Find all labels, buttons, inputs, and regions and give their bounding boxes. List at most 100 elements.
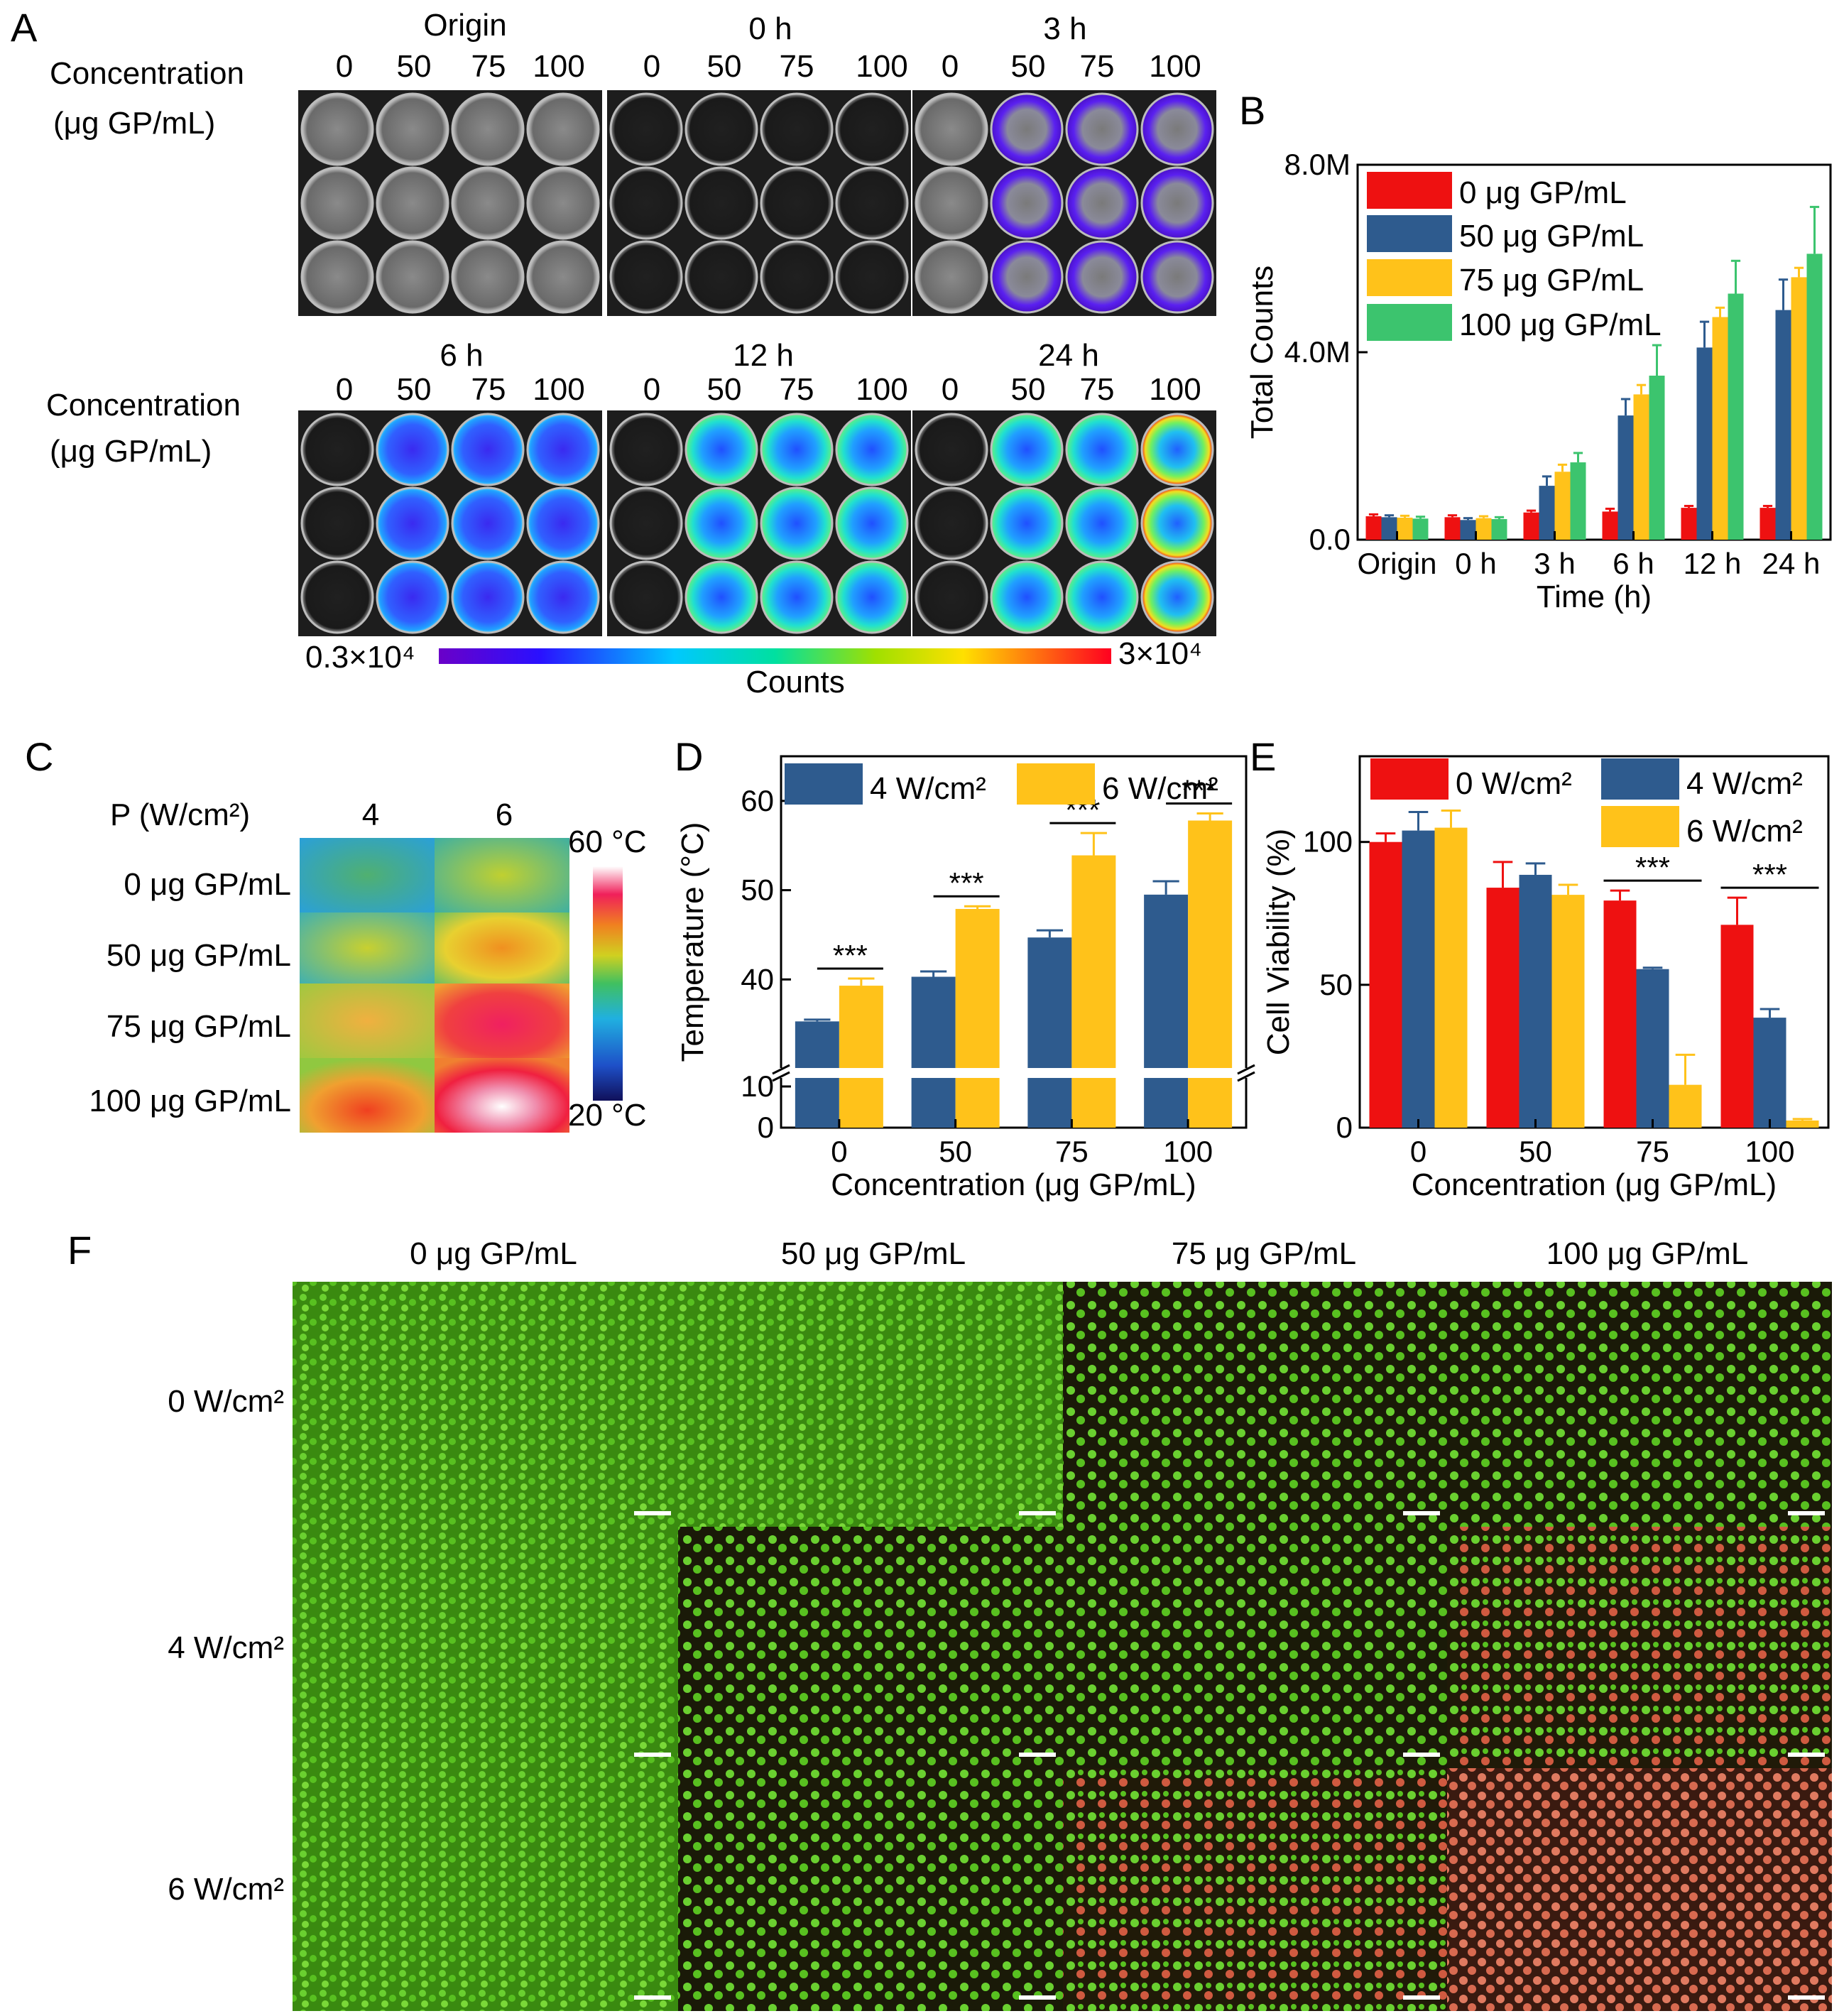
concentration-label: 75 [780,372,814,407]
well [526,92,600,166]
fluorescence-image [293,1282,678,1527]
well [1140,560,1214,634]
well [990,486,1064,560]
axis-break-mark [1237,1064,1255,1075]
well [609,240,683,314]
well [1140,486,1214,560]
x-tick-label: 100 [1163,1135,1213,1168]
bar [839,986,883,1128]
thermal-image [435,1058,569,1133]
concentration-label: 100 [856,372,907,407]
bar [1712,317,1728,540]
well [609,166,683,240]
bar [1728,293,1744,540]
legend-label: 6 W/cm² [1102,771,1218,806]
bar [1434,827,1468,1128]
well [376,486,449,560]
y-tick-label: 60 [741,784,774,817]
fluorescence-image [1447,1527,1832,1768]
scale-bar [1019,1995,1056,2000]
bar [1720,925,1754,1128]
y-tick-label: 40 [741,962,774,996]
well [451,560,525,634]
significance-marker: *** [1752,858,1787,891]
concentration-label: 50 [1011,372,1046,407]
well [1065,92,1139,166]
fluorescence-image [293,1768,678,2011]
thermal-image [300,838,435,912]
panel-c-power-4: 4 [362,797,379,832]
fluorescence-image [1063,1282,1447,1527]
bar [1551,895,1585,1128]
concentration-label: 0 [942,49,959,84]
panel-f-row-label: 0 W/cm² [168,1384,284,1419]
well [1065,486,1139,560]
y-tick-label: 4.0M [1284,335,1351,369]
significance-marker: *** [1635,851,1670,884]
well [300,166,374,240]
well [760,166,834,240]
panel-c-power-header: P (W/cm²) [110,797,250,832]
legend-label: 0 μg GP/mL [1459,175,1627,210]
concentration-label: 100 [1149,49,1201,84]
y-tick-label: 0 [1336,1111,1353,1144]
scale-bar [1019,1753,1056,1757]
bar [1786,1120,1819,1128]
axis-break-mark [1237,1071,1255,1082]
y-tick-label: 50 [741,873,774,907]
well [1140,240,1214,314]
well [451,166,525,240]
plate-time-label: Origin [423,8,506,43]
colorbar-min-label: 0.3×10⁴ [305,640,415,675]
colorbar-title: Counts [746,665,844,699]
x-tick-label: 3 h [1534,547,1575,580]
well [915,166,988,240]
concentration-label: 75 [780,49,814,84]
plot-frame [780,755,1248,1129]
well [300,486,374,560]
well [451,92,525,166]
well-plate-images [298,90,1216,636]
legend-swatch [1367,304,1452,341]
legend-swatch [1367,172,1452,209]
thermal-image [435,984,569,1058]
bar [1539,486,1555,540]
legend-label: 6 W/cm² [1686,814,1803,849]
panel-c-row-label: 100 μg GP/mL [89,1084,291,1118]
well [376,166,449,240]
bar [1775,310,1791,540]
well [760,560,834,634]
bar [1603,900,1637,1128]
x-axis-label: Concentration (μg GP/mL) [831,1167,1196,1202]
bar [1696,347,1713,540]
fluorescence-image [1063,1768,1447,2011]
legend-swatch [1370,758,1449,800]
y-tick-label: 100 [1303,825,1353,859]
panel-a-row-label-line1-bottom: Concentration [46,388,241,423]
well [609,560,683,634]
bar [1681,508,1697,540]
well [915,413,988,486]
bar [1669,1084,1702,1128]
well [684,166,758,240]
panel-d: D 0104050600***50***75***100***Concentra… [675,734,1255,1202]
legend-swatch [1367,215,1452,252]
legend-label: 4 W/cm² [870,771,986,806]
concentration-label: 0 [643,49,660,84]
bar [1486,888,1520,1128]
chart-b-total-counts: 0.0 4.0M 8.0M Origin 0 h 3 h 6 h 12 h 24 h Time (… [1245,148,1832,614]
well [990,166,1064,240]
concentration-label: 0 [942,372,959,407]
well [760,413,834,486]
panel-c-power-6: 6 [496,797,513,832]
legend-swatch [785,763,863,805]
concentration-label: 100 [533,372,584,407]
scale-bar [634,1511,671,1515]
fluorescence-image [678,1527,1063,1768]
well [835,413,909,486]
y-axis-label: Total Counts [1245,266,1280,440]
bar [1444,517,1461,540]
bar [1554,472,1571,540]
thermal-image [300,984,435,1058]
scale-bar [634,1753,671,1757]
